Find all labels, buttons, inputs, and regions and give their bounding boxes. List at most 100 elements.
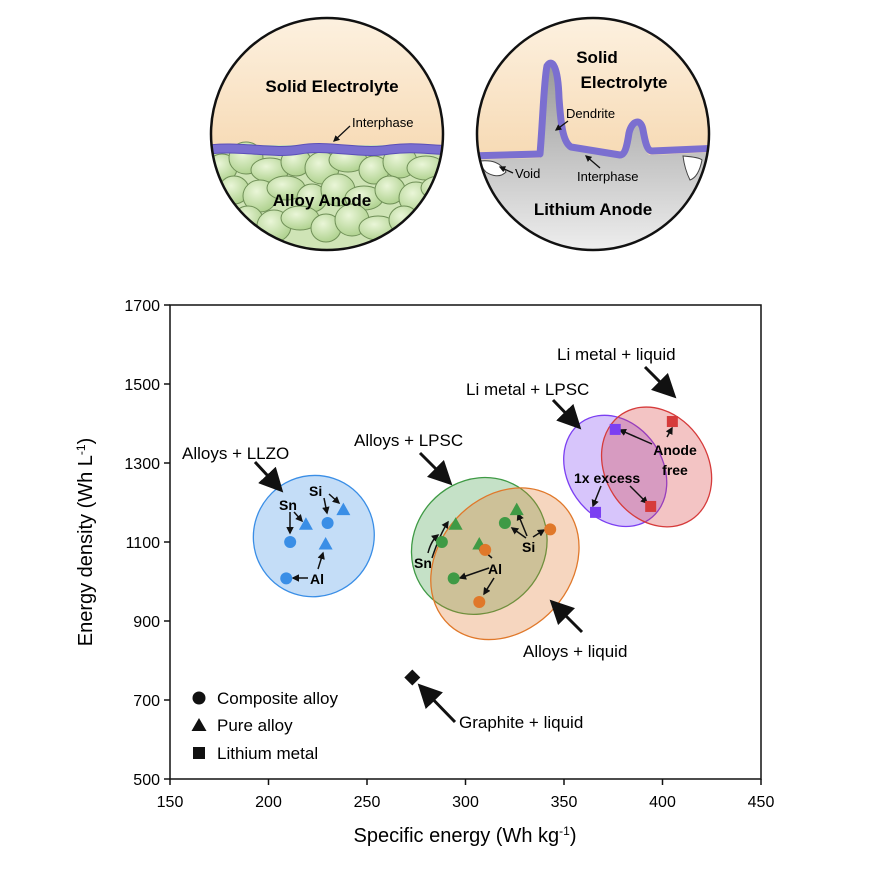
legend-lithium-metal: Lithium metal (217, 744, 318, 763)
right-interphase-label: Interphase (577, 169, 638, 184)
point-square-anode-free (609, 423, 621, 435)
left-interphase-label: Interphase (352, 115, 413, 130)
lithium-anode-schematic: Solid Electrolyte Dendrite Void Interpha… (475, 16, 711, 252)
right-solid-label: Solid (576, 48, 618, 67)
energy-chart: 150 200 250 300 350 400 450 500 700 900 1100 1300 1… (74, 298, 774, 847)
graphite-arrow (417, 683, 457, 724)
point-circle-sn (284, 536, 297, 548)
left-interphase-arrow (333, 125, 351, 142)
y-tick-label: 1100 (126, 535, 161, 552)
right-electrolyte-label: Electrolyte (581, 73, 668, 92)
label-1x-excess: 1x excess (574, 470, 640, 486)
annotations: Alloys + LLZO Alloys + LPSC Alloys + liq… (182, 345, 697, 732)
legend-circle-marker (192, 691, 206, 705)
point-triangle-si (336, 502, 351, 516)
y-tick-label: 500 (133, 772, 160, 789)
x-tick-label: 450 (748, 794, 775, 811)
llzo-region (252, 474, 375, 598)
label-llzo-sn: Sn (279, 497, 297, 513)
point-circle-sn (435, 536, 448, 548)
lpsc-sn-arrow-2 (431, 520, 449, 559)
lpsc-sn-arrow-1 (427, 534, 440, 554)
label-li-lpsc: Li metal + LPSC (466, 380, 589, 399)
point-triangle-sn (448, 517, 463, 530)
label-llzo-al: Al (310, 571, 324, 587)
alloy-anode-label: Alloy Anode (273, 191, 372, 210)
alloy-grain (420, 175, 443, 201)
right-interphase-layer (477, 59, 709, 160)
label-anode: Anode (653, 442, 697, 458)
llzo-si-arrow-2 (328, 493, 341, 505)
alloy-anode-schematic: Solid Electrolyte Interphase Alloy Anode (209, 16, 445, 252)
lpsc-al-arrow-1 (458, 567, 490, 580)
si-arrow-3 (532, 529, 546, 538)
excess-arrow-1 (591, 485, 602, 508)
point-triangle-al (318, 536, 333, 550)
point-square-anode-free (666, 416, 678, 428)
label-graphite-liquid: Graphite + liquid (459, 713, 583, 732)
liquid-group-arrow (549, 599, 584, 634)
legend: Composite alloy Pure alloy Lithium metal (191, 689, 338, 763)
legend-triangle-marker (191, 718, 207, 731)
point-square-1x-excess (645, 500, 657, 512)
y-tick-label: 1700 (124, 298, 160, 315)
lithium-anode-label: Lithium Anode (534, 200, 652, 219)
x-axis-ticks: 150 200 250 300 350 400 450 (157, 779, 775, 811)
li-lpsc-group-arrow (551, 398, 582, 430)
lpsc-group-arrow (418, 451, 453, 486)
li-liquid-group-arrow (643, 365, 677, 399)
point-triangle-sn (298, 517, 313, 530)
void-label: Void (515, 166, 540, 181)
point-diamond-graphite (404, 669, 421, 686)
y-tick-label: 900 (133, 614, 160, 631)
si-arrow-1 (510, 527, 527, 539)
annotation-arrows (253, 365, 677, 724)
anode-free-arrow-2 (665, 426, 673, 438)
point-circle-al (473, 596, 486, 609)
label-lpsc-sn: Sn (414, 555, 432, 571)
point-circle-si (544, 523, 557, 536)
void-arrow (498, 166, 514, 174)
label-alloys-liquid: Alloys + liquid (523, 642, 627, 661)
x-tick-label: 150 (157, 794, 184, 811)
void-right (682, 155, 703, 181)
label-free: free (662, 462, 688, 478)
y-tick-label: 1300 (124, 456, 160, 473)
x-tick-label: 200 (255, 794, 282, 811)
x-tick-label: 300 (452, 794, 479, 811)
anode-free-arrow-1 (618, 428, 653, 445)
point-circle-si (498, 517, 511, 530)
llzo-sn-arrow-2 (293, 511, 303, 523)
label-si: Si (522, 539, 535, 555)
label-li-liquid: Li metal + liquid (557, 345, 676, 364)
liquid-al-arrow (483, 577, 495, 596)
dendrite-label: Dendrite (566, 106, 615, 121)
x-tick-label: 250 (354, 794, 381, 811)
point-circle-sn (479, 543, 492, 556)
x-tick-label: 350 (551, 794, 578, 811)
x-tick-label: 400 (649, 794, 676, 811)
label-lpsc-al: Al (488, 561, 502, 577)
point-triangle-si (509, 502, 524, 516)
label-llzo-si: Si (309, 483, 322, 499)
left-panel-border (209, 16, 445, 252)
y-tick-label: 1500 (124, 377, 160, 394)
y-axis-ticks: 500 700 900 1100 1300 1500 1700 (124, 298, 170, 789)
si-arrow-2 (516, 512, 528, 537)
right-panel-border (475, 16, 711, 252)
llzo-si-arrow-1 (322, 497, 330, 515)
alloy-grains (211, 141, 443, 243)
llzo-al-arrow-2 (317, 551, 325, 570)
left-solid-electrolyte-label: Solid Electrolyte (265, 77, 398, 96)
data-points (280, 416, 678, 686)
label-alloys-llzo: Alloys + LLZO (182, 444, 289, 463)
point-circle-al (447, 572, 460, 585)
interphase-layer (211, 143, 443, 156)
x-axis-label: Specific energy (Wh kg-1) (354, 824, 577, 847)
dendrite-arrow (554, 120, 569, 131)
label-alloys-lpsc: Alloys + LPSC (354, 431, 463, 450)
excess-arrow-2 (629, 485, 649, 505)
legend-square-marker (193, 747, 205, 759)
